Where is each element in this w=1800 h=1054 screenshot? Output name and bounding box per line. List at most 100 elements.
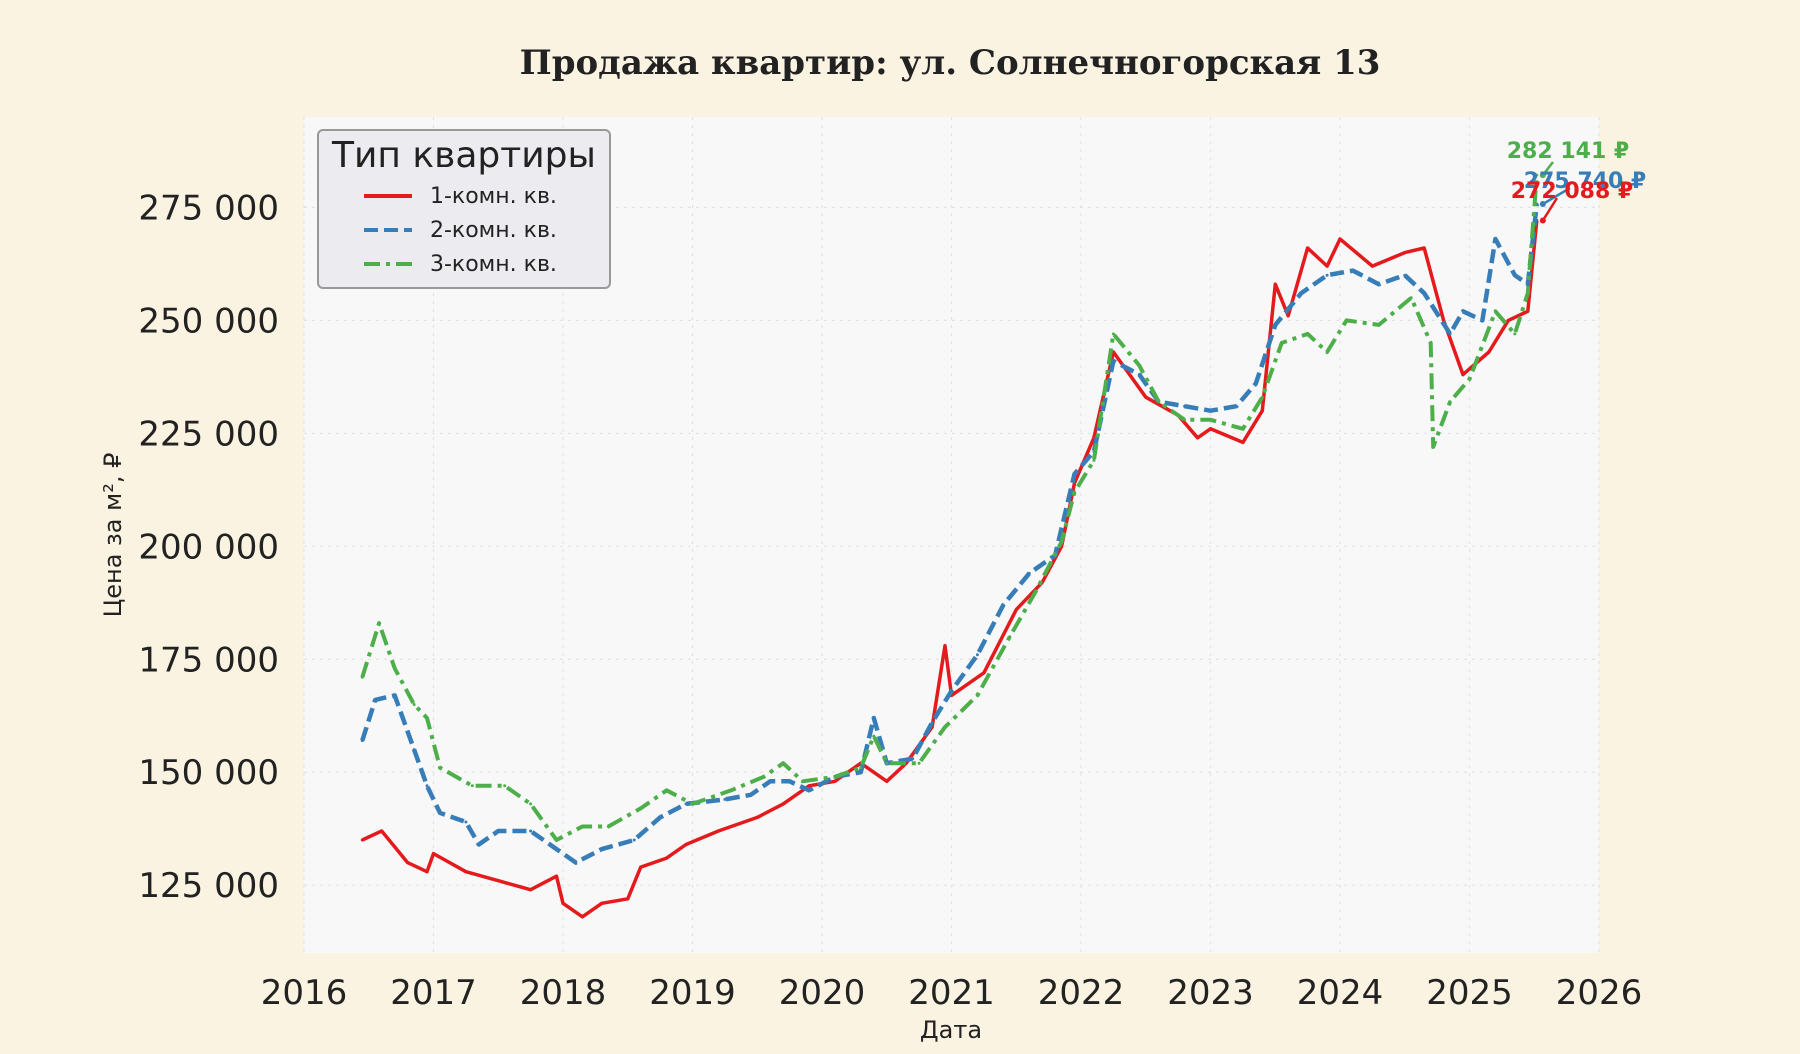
series-point <box>1325 264 1329 268</box>
series-point <box>360 739 364 743</box>
annotation-layer: 282 141 ₽ 275 740 ₽272 088 ₽ <box>1507 139 1646 224</box>
series-point <box>716 829 720 833</box>
series-point <box>555 838 558 842</box>
series-point <box>1513 332 1517 336</box>
series-point <box>373 698 377 702</box>
series-point <box>1137 373 1141 377</box>
series-point <box>1370 264 1374 268</box>
series-point <box>1137 364 1141 367</box>
series-point <box>1260 395 1264 399</box>
y-axis-label: Цена за м², ₽ <box>99 453 127 618</box>
series-point <box>1209 418 1212 422</box>
series-point <box>580 915 584 919</box>
series-point <box>1260 409 1264 413</box>
series-point <box>1422 291 1426 295</box>
series-point <box>380 829 384 833</box>
series-point <box>639 806 643 810</box>
series-point <box>412 748 416 752</box>
series-point <box>1280 341 1284 345</box>
series-point <box>911 757 915 761</box>
series-point <box>833 775 837 779</box>
series-point <box>1241 440 1245 444</box>
annotation-label: 272 088 ₽ <box>1511 179 1633 204</box>
series-point <box>885 779 889 783</box>
series-point <box>1526 309 1530 313</box>
series-point <box>470 784 474 788</box>
series-point <box>1431 445 1435 449</box>
y-tick-label: 275 000 <box>138 188 279 228</box>
series-point <box>1448 332 1452 336</box>
series-point <box>917 761 921 765</box>
series-point <box>438 766 442 770</box>
series-line <box>360 174 1539 842</box>
series-point <box>432 852 435 856</box>
x-tick-label: 2025 <box>1426 973 1513 1013</box>
series-point <box>801 779 805 783</box>
series-point <box>600 901 604 905</box>
legend-box <box>317 129 611 289</box>
series-point <box>665 788 669 792</box>
x-tick-label: 2022 <box>1038 973 1125 1013</box>
series-point <box>1480 318 1484 322</box>
series-point <box>639 865 643 869</box>
annotation-label: 275 740 ₽ <box>1524 169 1646 194</box>
grid-layer <box>303 117 1600 953</box>
series-point <box>1468 377 1471 381</box>
series-point <box>1345 318 1348 322</box>
series-point <box>950 689 953 693</box>
y-tick-label: 150 000 <box>138 753 279 793</box>
series-point <box>496 829 500 833</box>
series-point <box>1513 273 1517 277</box>
series-point <box>406 861 410 865</box>
series-point <box>749 793 753 797</box>
series-point <box>833 779 837 783</box>
series-point <box>1493 309 1497 313</box>
series-point <box>1351 269 1355 273</box>
series-point <box>1487 350 1491 354</box>
series-point <box>1493 237 1497 241</box>
series-point <box>1403 273 1407 277</box>
series-point <box>393 693 397 697</box>
legend-title: Тип квартиры <box>331 135 596 176</box>
series-point <box>1234 404 1238 408</box>
series-point <box>1273 282 1277 286</box>
annotation-label: 282 141 ₽ <box>1507 139 1629 164</box>
series-point <box>859 770 863 774</box>
x-tick-label: 2024 <box>1297 973 1384 1013</box>
series-point <box>1183 404 1187 408</box>
series-point <box>1144 395 1148 399</box>
x-tick-label: 2026 <box>1556 973 1643 1013</box>
axis-layer: 125 000 150 000 175 000 200 000 225 000 250 0… <box>138 188 1642 1013</box>
series-point <box>1325 350 1329 354</box>
series-point <box>477 843 481 846</box>
x-tick-label: 2019 <box>649 973 736 1013</box>
legend-label: 1-комн. кв. <box>430 184 557 209</box>
series-point <box>729 788 733 792</box>
series-point <box>943 725 947 729</box>
x-tick-label: 2023 <box>1167 973 1254 1013</box>
series-point <box>1506 318 1510 322</box>
series-point <box>1001 603 1005 607</box>
series-point <box>1306 332 1310 336</box>
series-point <box>529 829 533 833</box>
series-point <box>1209 409 1212 413</box>
y-tick-label: 250 000 <box>138 301 279 341</box>
series-point <box>1338 237 1342 241</box>
series-point <box>1273 323 1277 327</box>
series-point <box>781 761 785 765</box>
series-point <box>555 874 558 878</box>
series-point <box>1461 309 1465 313</box>
series-point <box>1448 400 1452 404</box>
series-point <box>1461 373 1465 377</box>
series-point <box>529 888 533 892</box>
series-point <box>393 666 397 670</box>
series-point <box>1254 382 1258 386</box>
series-point <box>1377 323 1381 327</box>
series-point <box>684 802 688 806</box>
series-point <box>859 766 863 770</box>
series-point <box>1526 291 1530 295</box>
series-point <box>684 843 688 846</box>
y-tick-label: 200 000 <box>138 527 279 567</box>
series-point <box>1409 296 1413 300</box>
